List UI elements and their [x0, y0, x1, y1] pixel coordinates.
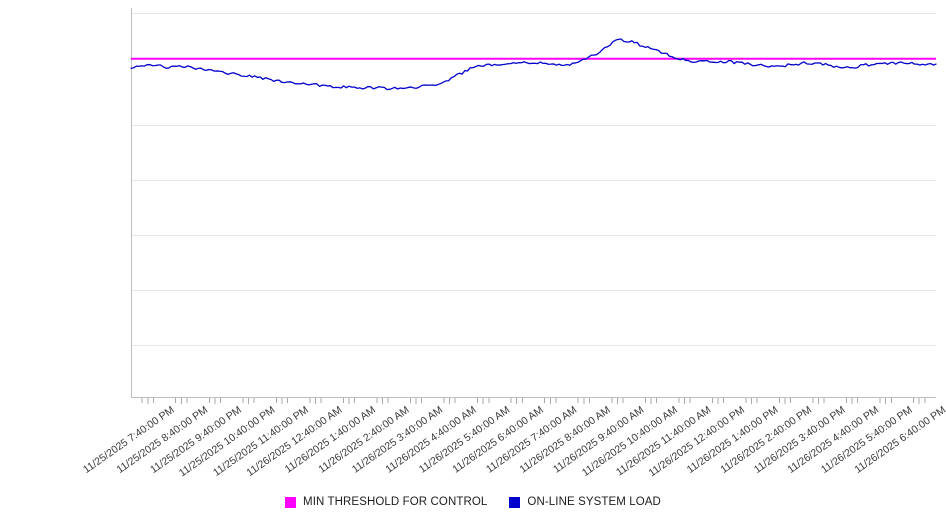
- y-gridlines: [131, 13, 936, 346]
- legend-item-threshold[interactable]: MIN THRESHOLD FOR CONTROL: [285, 496, 487, 508]
- legend-label-system-load: ON-LINE SYSTEM LOAD: [527, 496, 661, 508]
- legend-label-threshold: MIN THRESHOLD FOR CONTROL: [303, 496, 488, 508]
- legend-item-system-load[interactable]: ON-LINE SYSTEM LOAD: [509, 496, 661, 508]
- chart-legend: MIN THRESHOLD FOR CONTROL ON-LINE SYSTEM…: [0, 496, 946, 508]
- legend-swatch-system-load: [509, 496, 521, 508]
- system-load-line-series: [130, 38, 937, 91]
- x-axis-minor-ticks: [141, 398, 926, 404]
- legend-swatch-threshold: [285, 496, 297, 508]
